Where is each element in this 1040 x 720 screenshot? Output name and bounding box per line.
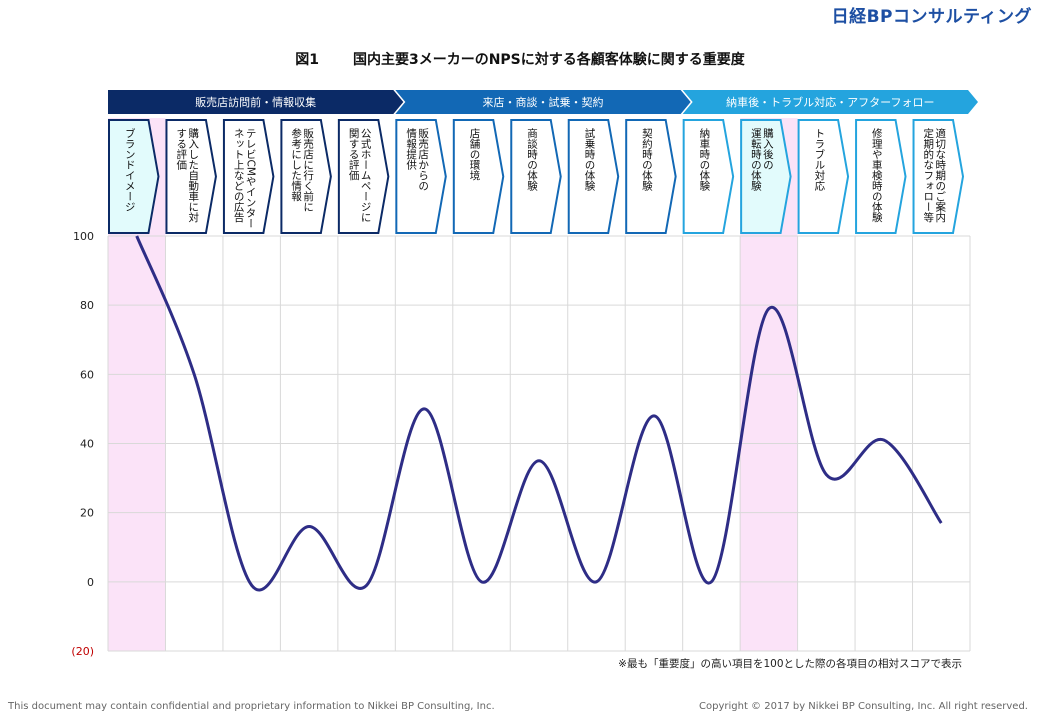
category-chevron [682, 119, 735, 234]
figure-number: 図1 [295, 52, 319, 68]
title-text: 国内主要3メーカーのNPSに対する各顧客体験に関する重要度 [352, 52, 745, 68]
category-label: 販売店に行く前に [302, 128, 314, 212]
category-chevron [337, 119, 390, 234]
category-label: トラブル対応 [813, 128, 825, 191]
phase-banner [682, 90, 978, 114]
category-label: 試乗時の体験 [583, 127, 595, 192]
category-label: 購入後の [762, 127, 774, 170]
chart-note: ※最も「重要度」の高い項目を100とした際の各項目の相対スコアで表示 [618, 658, 962, 670]
importance-series-line [135, 235, 943, 592]
gridlines [107, 235, 971, 652]
category-label: 契約時の体験 [641, 127, 653, 192]
category-label: 運転時の体験 [750, 128, 762, 192]
category-label: ブランドイメージ [124, 127, 136, 212]
category-label: 適切な時期のご案内 [934, 127, 946, 223]
y-tick-label: 40 [80, 438, 94, 451]
category-label: 商談時の体験 [526, 127, 538, 192]
category-label: 購入した自動車に対 [187, 127, 199, 222]
y-tick-label: 80 [80, 299, 94, 312]
category-label: 公式ホームページに [360, 128, 372, 223]
category-chevron [510, 119, 562, 234]
category-label: 情報提供 [405, 127, 417, 171]
category-chevron [567, 119, 620, 234]
phase-banner [395, 90, 691, 114]
phase-label: 来店・商談・試乗・契約 [483, 95, 604, 109]
category-label: 修理や車検時の体験 [871, 127, 883, 223]
chart-title: 図1 国内主要3メーカーのNPSに対する各顧客体験に関する重要度 [0, 49, 1040, 69]
category-chevron [797, 119, 850, 234]
category-chevron [395, 119, 447, 234]
category-chevron [165, 119, 217, 234]
category-label: 関する評価 [348, 128, 360, 181]
category-label: する評価 [175, 128, 187, 170]
category-label: 参考にした情報 [290, 127, 302, 202]
category-label: 店舗の環境 [469, 127, 481, 181]
phase-banner [108, 90, 404, 114]
category-chevron [912, 119, 965, 234]
category-chevron [740, 119, 792, 234]
y-tick-label: 100 [73, 230, 94, 243]
category-chevron [452, 119, 505, 234]
y-tick-label: 20 [80, 507, 94, 520]
category-label: 販売店からの [417, 128, 429, 191]
category-label: 納車時の体験 [698, 127, 710, 192]
y-tick-label: 60 [80, 368, 94, 381]
category-label: テレビCMやインター [245, 128, 257, 228]
y-tick-label: (20) [71, 645, 94, 658]
footer-confidential: This document may contain confidential a… [8, 701, 495, 712]
phase-label: 販売店訪問前・情報収集 [195, 95, 316, 109]
category-chevron [625, 119, 677, 234]
footer-copyright: Copyright © 2017 by Nikkei BP Consulting… [699, 701, 1028, 712]
company-logo: 日経BPコンサルティング [831, 7, 1032, 27]
category-chevron [222, 119, 275, 234]
y-tick-label: 0 [87, 576, 94, 589]
category-label: ネット上などの広告 [233, 128, 245, 223]
phase-label: 納車後・トラブル対応・アフターフォロー [726, 95, 934, 109]
category-chevron [280, 119, 332, 234]
category-label: 定期的なフォロー等 [922, 127, 934, 222]
category-chevron [855, 119, 907, 234]
category-chevron [108, 119, 160, 234]
